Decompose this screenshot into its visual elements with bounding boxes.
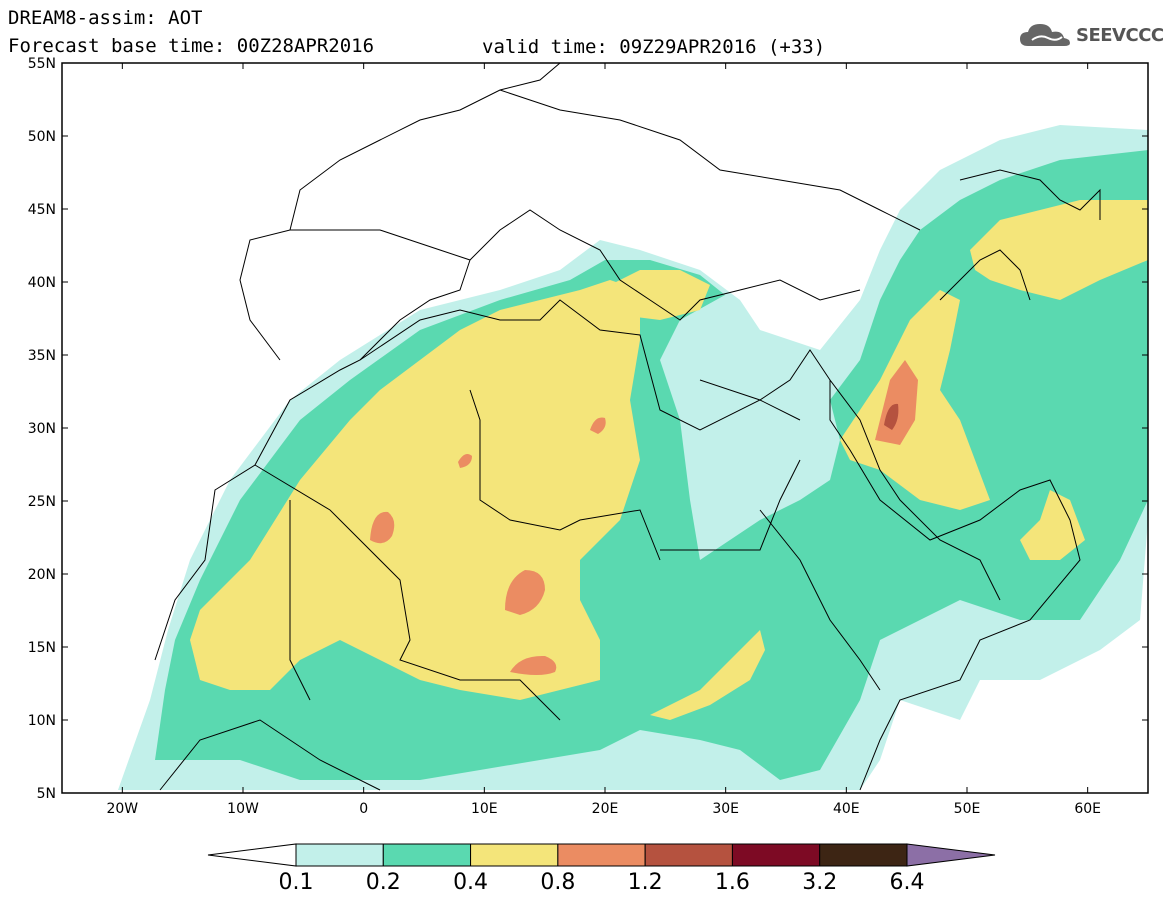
coastlines xyxy=(154,63,1101,791)
colorbar-segment xyxy=(731,843,821,867)
seevccc-logo: SEEVCCC xyxy=(1018,20,1164,50)
colorbar-label: 3.2 xyxy=(802,870,838,895)
valid-time: valid time: 09Z29APR2016 (+33) xyxy=(482,36,826,58)
aot-fields xyxy=(118,125,1148,790)
lat-label: 55N xyxy=(28,56,56,72)
colorbar-segment xyxy=(470,843,559,867)
cloud-icon xyxy=(1020,24,1070,46)
lat-label: 10N xyxy=(28,713,56,729)
colorbar-over-triangle xyxy=(906,843,996,867)
lon-labels: 20W 10W 0 10E 20E 30E 40E 50E 60E xyxy=(106,801,1101,817)
lon-label: 60E xyxy=(1074,801,1101,817)
colorbar-label: 6.4 xyxy=(889,870,925,895)
lat-label: 40N xyxy=(28,275,56,291)
lat-label: 15N xyxy=(28,640,56,656)
colorbar-segment xyxy=(819,843,908,867)
colorbar-under-triangle xyxy=(207,843,297,867)
lon-label: 10E xyxy=(471,801,498,817)
logo-text: SEEVCCC xyxy=(1076,24,1164,46)
lon-label: 50E xyxy=(954,801,981,817)
lon-label: 20W xyxy=(106,801,138,817)
lon-label: 10W xyxy=(227,801,259,817)
lat-label: 35N xyxy=(28,348,56,364)
colorbar-label: 1.6 xyxy=(714,870,750,895)
lat-label: 50N xyxy=(28,129,56,145)
colorbar-segment xyxy=(557,843,646,867)
lon-label: 20E xyxy=(592,801,619,817)
lat-label: 45N xyxy=(28,202,56,218)
colorbar-label: 1.2 xyxy=(627,870,663,895)
colorbar-label: 0.2 xyxy=(365,870,401,895)
colorbar-label: 0.4 xyxy=(453,870,489,895)
lat-label: 25N xyxy=(28,494,56,510)
colorbar-label: 0.8 xyxy=(540,870,576,895)
lat-labels: 55N 50N 45N 40N 35N 30N 25N 20N 15N 10N 5N xyxy=(28,56,56,802)
forecast-base-time: Forecast base time: 00Z28APR2016 xyxy=(8,35,375,57)
lon-label: 0 xyxy=(359,801,368,817)
colorbar-segment xyxy=(644,843,733,867)
lon-label: 30E xyxy=(712,801,739,817)
colorbar-segment xyxy=(295,843,384,867)
lat-label: 20N xyxy=(28,567,56,583)
aot-band-12 xyxy=(884,403,899,430)
colorbar-label: 0.1 xyxy=(278,870,314,895)
lat-label: 5N xyxy=(37,786,56,802)
colorbar xyxy=(207,843,996,867)
colorbar-segment xyxy=(382,843,472,867)
lat-label: 30N xyxy=(28,421,56,437)
chart-title: DREAM8-assim: AOT xyxy=(8,7,203,29)
lon-label: 40E xyxy=(833,801,860,817)
axis-ticks xyxy=(62,62,1148,794)
